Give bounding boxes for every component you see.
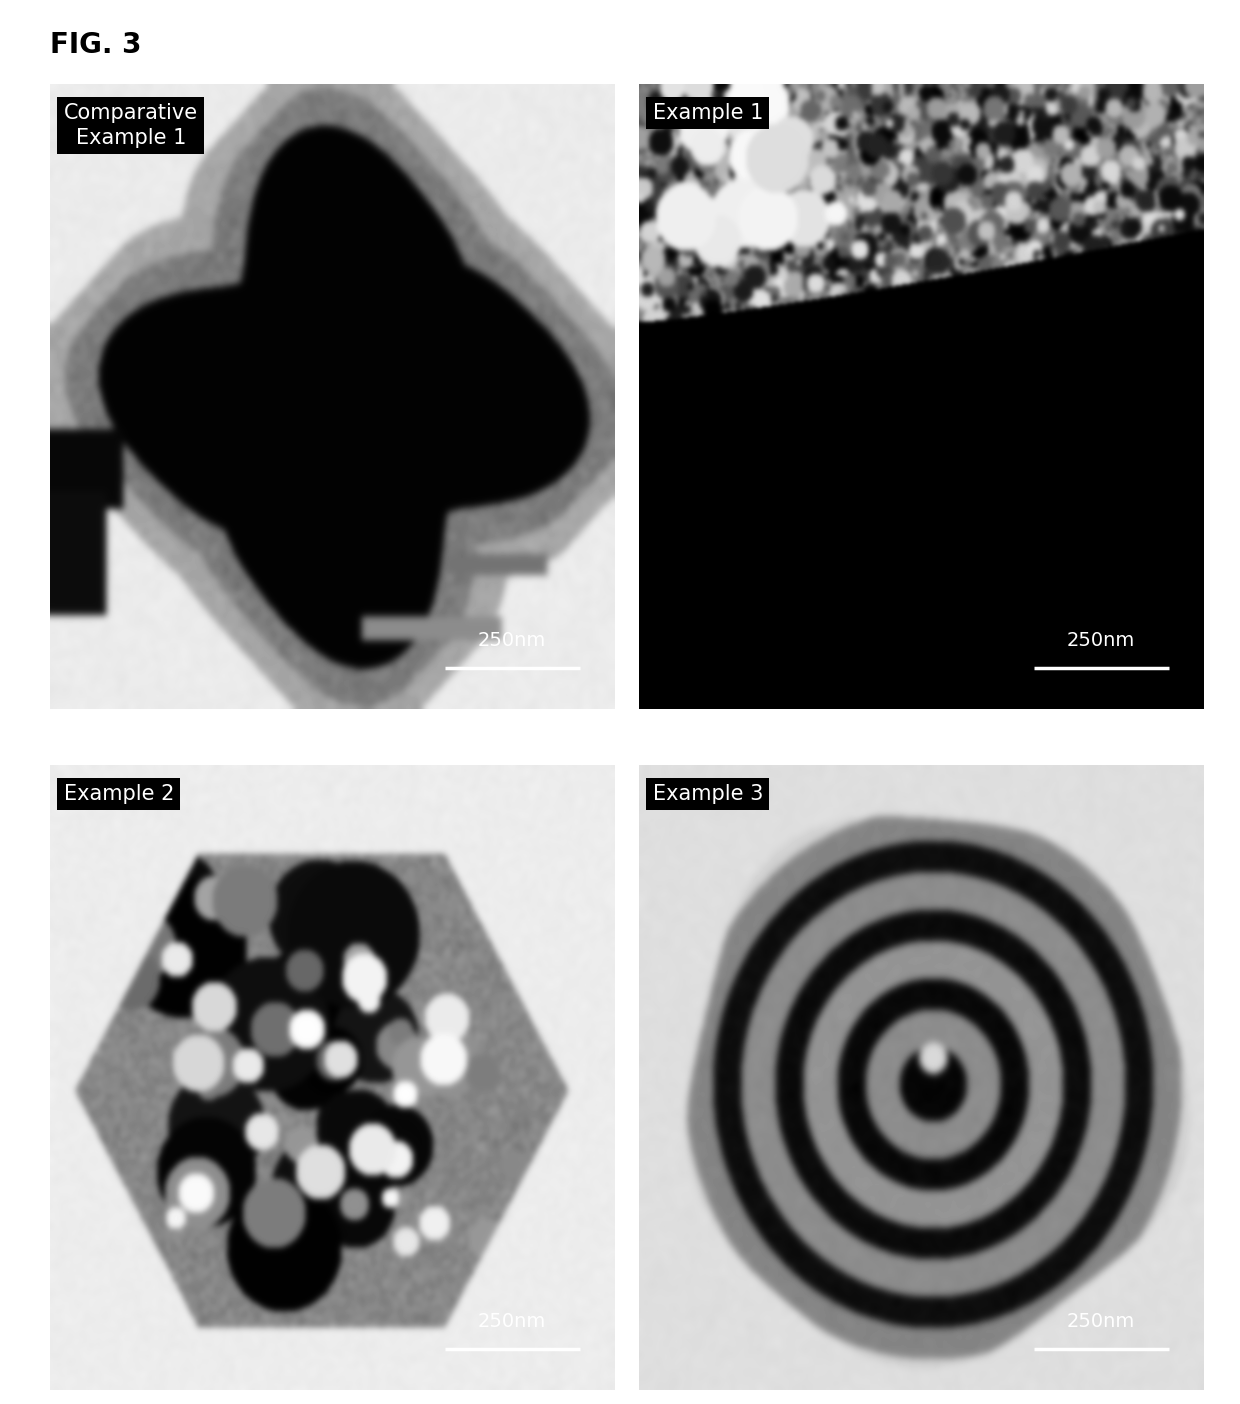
Text: Example 3: Example 3 <box>652 783 763 804</box>
Text: Example 2: Example 2 <box>63 783 174 804</box>
Text: 250nm: 250nm <box>479 630 547 650</box>
Text: 250nm: 250nm <box>1068 1311 1136 1331</box>
Text: Example 1: Example 1 <box>652 102 763 124</box>
Text: Comparative
Example 1: Comparative Example 1 <box>63 102 198 147</box>
Text: 250nm: 250nm <box>479 1311 547 1331</box>
Text: 250nm: 250nm <box>1068 630 1136 650</box>
Text: FIG. 3: FIG. 3 <box>50 31 141 59</box>
